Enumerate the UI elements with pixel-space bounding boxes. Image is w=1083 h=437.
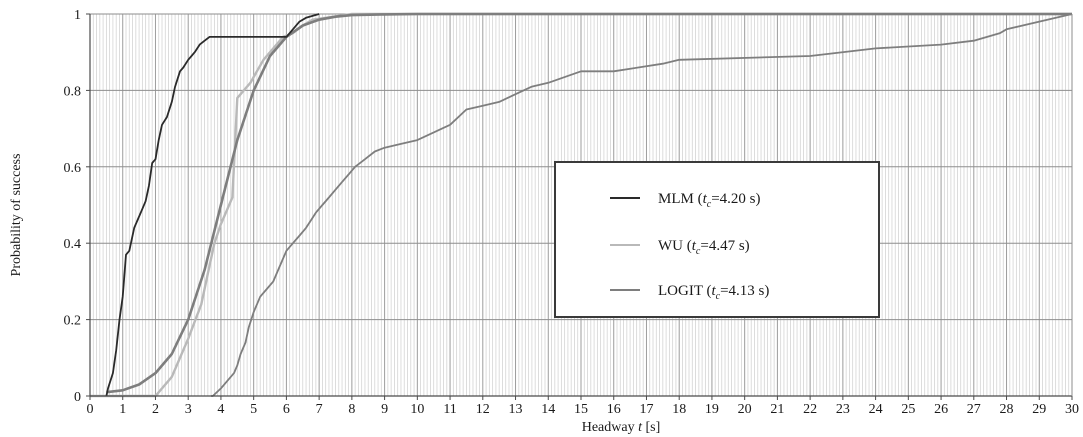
x-tick-label: 1	[119, 402, 126, 417]
x-tick-label: 6	[283, 402, 290, 417]
legend-label-mlm: MLM (tc=4.20 s)	[658, 191, 761, 210]
y-tick-label: 0.8	[64, 84, 82, 99]
x-tick-label: 7	[316, 402, 323, 417]
x-tick-label: 11	[443, 402, 456, 417]
x-tick-label: 20	[738, 402, 752, 417]
y-axis-title: Probability of success	[9, 154, 24, 277]
x-tick-label: 29	[1032, 402, 1046, 417]
x-tick-label: 12	[476, 402, 490, 417]
legend-box	[554, 161, 880, 318]
x-tick-label: 17	[639, 402, 653, 417]
y-tick-label: 0.4	[64, 237, 82, 252]
axes-layer: 0 1 2 3 4 5 6 7 8 9 10 11 12 13 14 15 16 17 18 19 20 21 22 23 24…	[64, 8, 1080, 417]
x-tick-label: 14	[541, 402, 555, 417]
y-tick-label: 0.6	[64, 161, 82, 176]
x-tick-label: 25	[901, 402, 915, 417]
series-line-mlm	[105, 13, 320, 397]
x-tick-label: 27	[967, 402, 981, 417]
x-tick-label: 10	[410, 402, 424, 417]
x-tick-label: 19	[705, 402, 719, 417]
x-tick-label: 24	[869, 402, 883, 417]
series-layer	[90, 12, 1073, 398]
y-tick-label: 1	[74, 8, 81, 23]
series-line-logit	[106, 12, 1072, 394]
x-axis-title: Headway t [s]	[582, 420, 661, 435]
legend-label-logit: LOGIT (tc=4.13 s)	[658, 283, 769, 302]
x-tick-label: 16	[607, 402, 621, 417]
x-tick-label: 3	[185, 402, 192, 417]
legend-label-wu: WU (tc=4.47 s)	[658, 238, 750, 257]
x-tick-label: 18	[672, 402, 686, 417]
x-tick-label: 15	[574, 402, 588, 417]
y-tick-label: 0.2	[64, 314, 82, 329]
x-tick-label: 26	[934, 402, 948, 417]
x-tick-label: 5	[250, 402, 257, 417]
x-tick-label: 22	[803, 402, 817, 417]
series-line-empirical	[211, 13, 1073, 397]
x-tick-label: 23	[836, 402, 850, 417]
x-tick-label: 0	[87, 402, 94, 417]
x-tick-label: 21	[770, 402, 784, 417]
x-tick-label: 9	[381, 402, 388, 417]
x-tick-label: 2	[152, 402, 159, 417]
legend: MLM (tc=4.20 s) WU (tc=4.47 s) LOGIT (tc…	[554, 161, 880, 318]
x-tick-label: 8	[348, 402, 355, 417]
y-tick-label: 0	[74, 390, 81, 405]
x-tick-label: 4	[217, 402, 224, 417]
x-tick-label: 13	[509, 402, 523, 417]
x-tick-label: 28	[1000, 402, 1014, 417]
x-tick-label: 30	[1065, 402, 1079, 417]
